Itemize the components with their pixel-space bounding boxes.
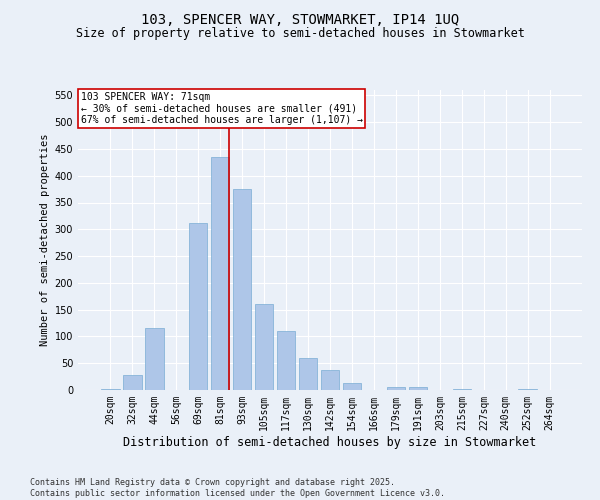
X-axis label: Distribution of semi-detached houses by size in Stowmarket: Distribution of semi-detached houses by …: [124, 436, 536, 448]
Bar: [343, 383, 361, 390]
Bar: [409, 388, 427, 390]
Text: Contains HM Land Registry data © Crown copyright and database right 2025.
Contai: Contains HM Land Registry data © Crown c…: [30, 478, 445, 498]
Bar: [101, 389, 119, 390]
Bar: [211, 157, 229, 390]
Text: Size of property relative to semi-detached houses in Stowmarket: Size of property relative to semi-detach…: [76, 28, 524, 40]
Bar: [145, 328, 164, 390]
Text: 103 SPENCER WAY: 71sqm
← 30% of semi-detached houses are smaller (491)
67% of se: 103 SPENCER WAY: 71sqm ← 30% of semi-det…: [80, 92, 362, 124]
Bar: [189, 223, 208, 390]
Bar: [277, 331, 295, 390]
Bar: [123, 375, 142, 390]
Bar: [386, 388, 405, 390]
Bar: [233, 189, 251, 390]
Bar: [320, 370, 340, 390]
Text: 103, SPENCER WAY, STOWMARKET, IP14 1UQ: 103, SPENCER WAY, STOWMARKET, IP14 1UQ: [141, 12, 459, 26]
Bar: [299, 358, 317, 390]
Bar: [518, 389, 537, 390]
Bar: [255, 304, 274, 390]
Bar: [452, 389, 471, 390]
Y-axis label: Number of semi-detached properties: Number of semi-detached properties: [40, 134, 50, 346]
